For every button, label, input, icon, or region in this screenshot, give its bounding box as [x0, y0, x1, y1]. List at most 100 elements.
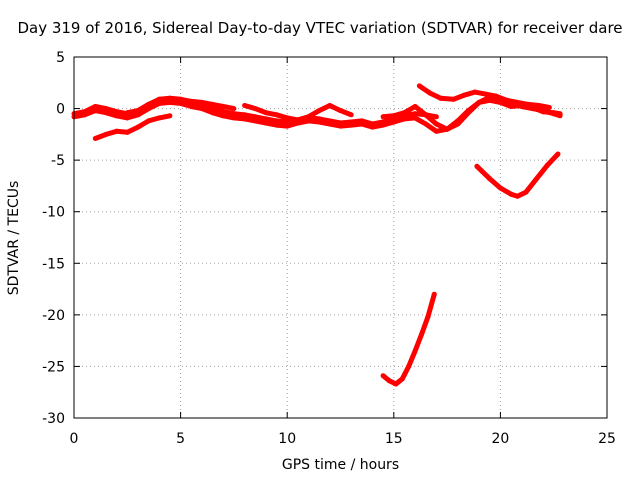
data-point [103, 110, 109, 116]
data-point [295, 117, 301, 123]
x-tick-label: 20 [491, 431, 509, 447]
x-tick-label: 5 [176, 431, 185, 447]
data-point [412, 104, 418, 109]
data-point [536, 103, 542, 108]
data-point [359, 121, 365, 127]
y-tick-label: 0 [56, 102, 65, 118]
x-tick-label: 10 [278, 431, 296, 447]
data-point [199, 106, 205, 112]
data-point [252, 114, 258, 120]
data-point [348, 122, 354, 128]
data-point [220, 104, 226, 109]
y-tick-label: -25 [42, 359, 65, 375]
data-point [402, 116, 407, 122]
data-point [146, 118, 152, 124]
data-point [402, 111, 407, 117]
y-tick-label: -20 [42, 308, 65, 324]
data-point [103, 131, 109, 137]
data-point [252, 106, 258, 112]
data-point [167, 99, 173, 105]
data-point [419, 332, 424, 337]
data-point [92, 104, 98, 109]
series-line-track-j [381, 293, 437, 387]
data-point [431, 291, 437, 297]
data-point [393, 381, 399, 387]
data-point [178, 100, 184, 106]
data-point [220, 113, 226, 119]
data-point [425, 314, 431, 320]
data-point [338, 123, 343, 129]
data-point [534, 176, 540, 182]
data-point [472, 89, 478, 95]
data-point [497, 185, 503, 191]
data-point [327, 121, 333, 127]
data-point [515, 99, 520, 105]
data-point [124, 110, 130, 116]
data-point [544, 162, 550, 168]
chart-title: Day 319 of 2016, Sidereal Day-to-day VTE… [17, 19, 623, 37]
data-point [231, 106, 237, 112]
data-point [242, 112, 248, 118]
data-point [474, 163, 480, 169]
data-point [231, 111, 237, 117]
y-tick-label: -5 [51, 153, 65, 169]
data-point [540, 108, 546, 114]
series-line-track-g [403, 94, 561, 134]
data-series-group [71, 83, 563, 387]
data-point [423, 121, 429, 127]
data-point [167, 95, 173, 101]
data-point [399, 376, 405, 382]
data-point [515, 193, 520, 199]
data-point [438, 95, 444, 101]
data-point [82, 112, 88, 118]
data-point [242, 103, 248, 108]
data-point [555, 151, 561, 157]
plot-frame [73, 56, 608, 419]
data-point [483, 91, 488, 97]
x-tick-label: 15 [385, 431, 403, 447]
data-point [412, 348, 418, 354]
data-point [252, 118, 258, 124]
data-point [370, 124, 375, 130]
data-point [316, 108, 322, 114]
y-axis-label: SDTVAR / TECUs [6, 180, 22, 296]
data-point [135, 108, 141, 114]
data-point [406, 363, 412, 369]
data-point [135, 124, 141, 130]
data-point [231, 115, 237, 121]
data-point [433, 128, 439, 134]
data-point [199, 99, 205, 105]
data-point [210, 110, 216, 116]
data-point [316, 119, 322, 125]
data-point [92, 108, 98, 114]
data-point [546, 105, 552, 110]
axis-ticks: 0 5 10 15 20 25 5 0 -5 -10 -15 -20 -25 -30 [42, 50, 616, 447]
data-point [380, 114, 386, 120]
data-point [433, 114, 439, 120]
data-point [348, 112, 354, 118]
data-point [504, 97, 510, 103]
data-point [263, 116, 269, 122]
data-point [380, 122, 386, 128]
data-point [525, 101, 531, 107]
data-point [178, 96, 184, 102]
x-tick-label: 25 [598, 431, 616, 447]
data-point [188, 98, 194, 104]
x-axis-label: GPS time / hours [281, 457, 400, 473]
data-point [338, 108, 343, 114]
data-point [306, 114, 311, 120]
data-point [284, 123, 290, 129]
data-point [210, 101, 216, 107]
x-tick-label: 0 [70, 431, 79, 447]
data-point [451, 96, 456, 102]
data-point [135, 112, 141, 118]
grid [74, 57, 607, 418]
data-point [465, 108, 471, 114]
y-tick-label: 5 [56, 50, 65, 66]
data-point [523, 189, 529, 195]
data-point [551, 111, 557, 117]
data-point [146, 101, 152, 107]
data-point [124, 129, 130, 135]
data-point [124, 115, 130, 121]
